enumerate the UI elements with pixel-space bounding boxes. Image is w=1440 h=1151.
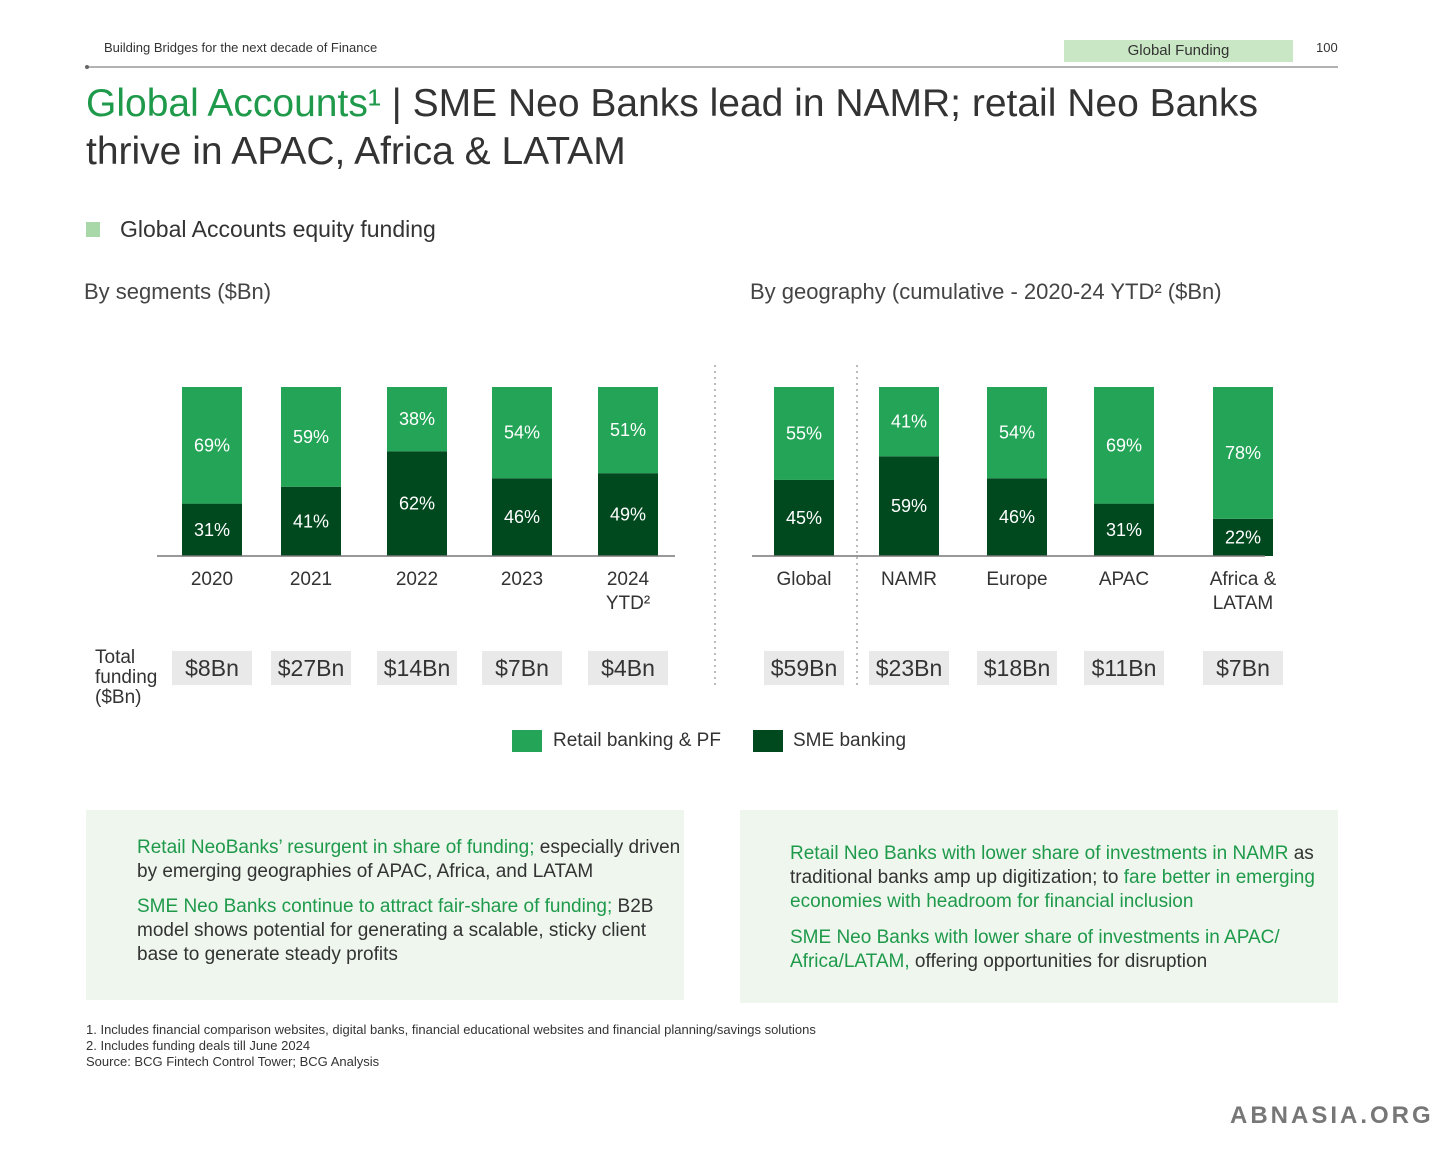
category-label: APAC [1098, 569, 1150, 590]
value-label: 46% [504, 507, 540, 527]
bullet-text: Retail Neo Banks with lower share of inv… [790, 843, 1289, 864]
note-box [740, 810, 1338, 1003]
bar-segment [492, 478, 552, 556]
bar-segment [774, 387, 834, 480]
value-label: 41% [891, 412, 927, 432]
bar-segment [987, 387, 1047, 479]
bullet-text: SME Neo Banks continue to attract fair-s… [137, 896, 613, 917]
value-label: 62% [399, 494, 435, 514]
bar-segment [387, 451, 447, 556]
bullet-text: especially driven by emerging geographie… [137, 837, 681, 882]
bar-segment [879, 456, 939, 556]
category-label: 2024 YTD² [605, 569, 651, 614]
total-funding: $8Bn [172, 651, 252, 685]
category-label: 2020 [190, 569, 234, 590]
chart-title: By segments ($Bn) [84, 279, 272, 304]
category-label: 2021 [289, 569, 333, 590]
total-funding: $7Bn [482, 651, 562, 685]
bar-segment [879, 387, 939, 457]
category-label: Africa & LATAM [1209, 569, 1277, 614]
title: Global Accounts¹ | SME Neo Banks lead in… [86, 80, 1306, 176]
bar-segment [1094, 387, 1154, 504]
bar-segment [281, 486, 341, 556]
bullet-text: Retail NeoBanks’ resurgent in share of f… [137, 837, 535, 858]
bullet: SME Neo Banks continue to attract fair-s… [137, 895, 682, 967]
bar-segment [1094, 503, 1154, 556]
bullet: Retail Neo Banks with lower share of inv… [790, 842, 1325, 914]
bar-segment [598, 473, 658, 556]
category-label: 2023 [500, 569, 544, 590]
bar-segment [182, 503, 242, 556]
total-funding: $59Bn [764, 651, 844, 685]
legend-swatch [753, 730, 783, 752]
value-label: 31% [194, 520, 230, 540]
value-label: 55% [786, 423, 822, 443]
title-rest: | SME Neo Banks lead in NAMR; retail Neo… [86, 82, 1258, 173]
section-tag: Global Funding [1127, 42, 1230, 59]
value-label: 69% [1106, 435, 1142, 455]
value-label: 22% [1225, 527, 1261, 547]
bullet-text: as traditional banks amp up digitization… [790, 843, 1314, 888]
value-label: 51% [610, 420, 646, 440]
total-funding: $23Bn [869, 651, 949, 685]
section-tag-bg [1064, 40, 1293, 62]
value-label: 46% [999, 507, 1035, 527]
bar-segment [598, 387, 658, 474]
total-funding: $27Bn [271, 651, 351, 685]
value-label: 41% [293, 511, 329, 531]
total-funding: $14Bn [377, 651, 457, 685]
bar-segment [387, 387, 447, 452]
bullet: SME Neo Banks with lower share of invest… [790, 926, 1325, 974]
value-label: 54% [999, 423, 1035, 443]
footnote: Source: BCG Fintech Control Tower; BCG A… [86, 1054, 380, 1069]
note-box [86, 810, 684, 1000]
section-label: Global Accounts equity funding [120, 216, 436, 242]
bar-segment [182, 387, 242, 504]
bar-segment [987, 478, 1047, 556]
category-label: Europe [986, 569, 1048, 590]
footnote: 1. Includes financial comparison website… [86, 1022, 816, 1037]
bullet-text: SME Neo Banks with lower share of invest… [790, 927, 1280, 972]
totals-label: Total funding ($Bn) [95, 647, 158, 708]
chart-title: By geography (cumulative - 2020-24 YTD² … [750, 279, 1222, 304]
value-label: 54% [504, 423, 540, 443]
value-label: 59% [293, 427, 329, 447]
value-label: 69% [194, 435, 230, 455]
footnote: 2. Includes funding deals till June 2024 [86, 1038, 311, 1053]
category-label: 2022 [395, 569, 439, 590]
bullet: Retail NeoBanks’ resurgent in share of f… [137, 836, 682, 884]
value-label: 49% [610, 505, 646, 525]
value-label: 45% [786, 508, 822, 528]
bar-segment [492, 387, 552, 479]
total-funding: $7Bn [1203, 651, 1283, 685]
bullet-text: fare better in emerging economies with h… [790, 867, 1315, 912]
bar-segment [1213, 518, 1273, 556]
header-dot [85, 65, 89, 69]
section-square [86, 222, 100, 237]
total-funding: $4Bn [588, 651, 668, 685]
legend-swatch [512, 730, 542, 752]
watermark: ABNASIA.ORG [1230, 1102, 1434, 1129]
category-label: NAMR [881, 569, 937, 590]
title-highlight: Global Accounts¹ [86, 82, 381, 125]
bar-segment [1213, 387, 1273, 519]
bullet-text: offering opportunities for disruption [909, 951, 1208, 972]
legend-label: SME banking [793, 730, 907, 751]
legend-label: Retail banking & PF [553, 730, 721, 751]
bullet-text: B2B model shows potential for generating… [137, 896, 654, 965]
category-label: Global [776, 569, 832, 590]
value-label: 38% [399, 409, 435, 429]
value-label: 59% [891, 496, 927, 516]
page-number: 100 [1316, 40, 1338, 55]
bar-segment [774, 479, 834, 556]
total-funding: $18Bn [977, 651, 1057, 685]
header-subtitle: Building Bridges for the next decade of … [104, 40, 378, 55]
bar-segment [281, 387, 341, 487]
value-label: 78% [1225, 443, 1261, 463]
value-label: 31% [1106, 520, 1142, 540]
total-funding: $11Bn [1084, 651, 1164, 685]
